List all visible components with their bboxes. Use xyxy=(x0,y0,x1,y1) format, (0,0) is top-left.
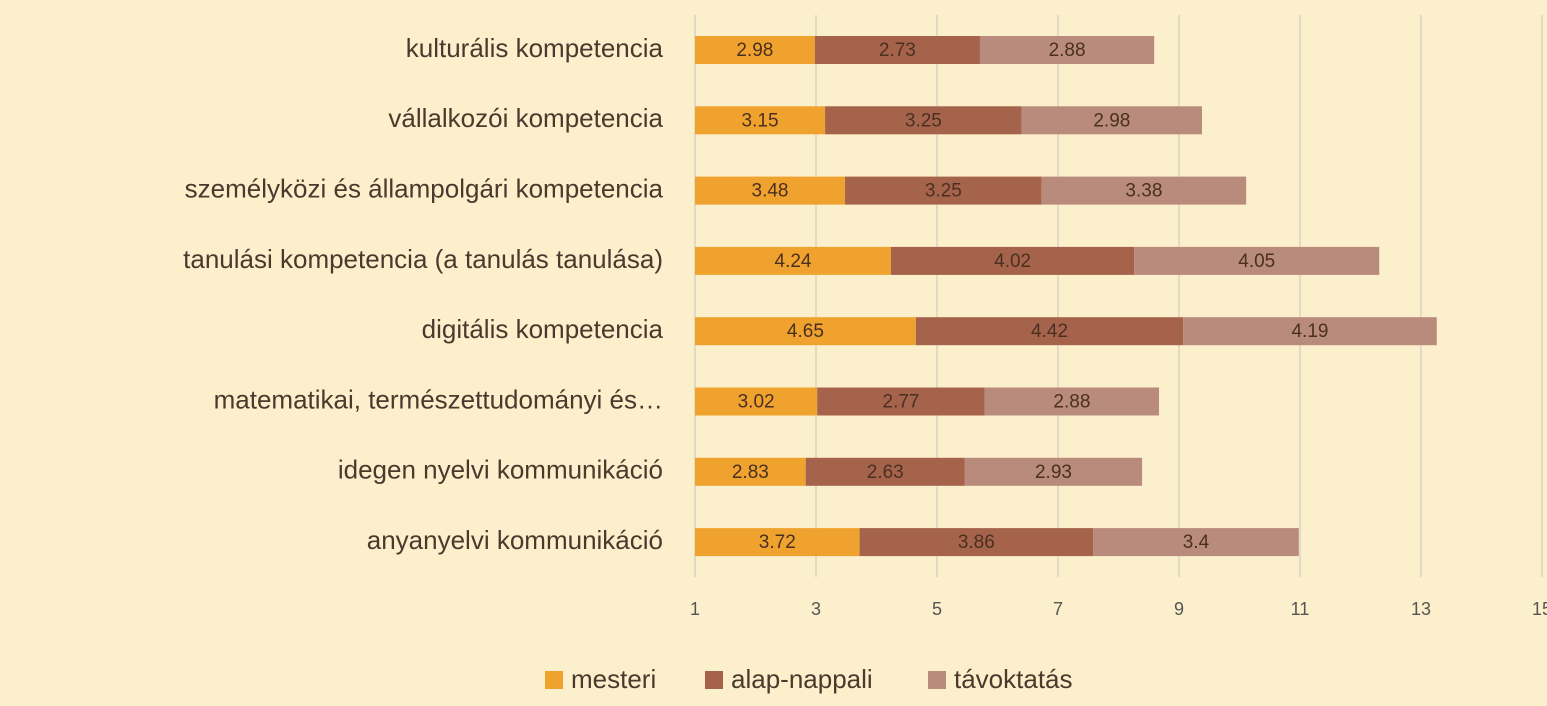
bar-segment xyxy=(814,36,980,64)
value-label: 2.93 xyxy=(1035,462,1072,483)
bar-segment xyxy=(695,387,818,416)
legend-label: távoktatás xyxy=(954,664,1073,694)
legend-swatch xyxy=(705,671,723,689)
category-label: kulturális kompetencia xyxy=(406,33,664,63)
bar-segment xyxy=(859,528,1094,557)
bar-segment xyxy=(964,457,1143,486)
x-tick-label: 5 xyxy=(932,599,942,619)
bar-segment xyxy=(845,176,1042,205)
category-label: személyközi és állampolgári kompetencia xyxy=(185,173,664,203)
x-tick-label: 15 xyxy=(1532,599,1547,619)
x-tick-label: 13 xyxy=(1411,599,1431,619)
category-label: vállalkozói kompetencia xyxy=(388,103,663,133)
bar-segment xyxy=(1021,106,1202,135)
bar-segment xyxy=(1093,528,1299,557)
value-label: 3.02 xyxy=(738,392,775,413)
category-label: matematikai, természettudományi és… xyxy=(214,384,663,414)
legend-label: alap-nappali xyxy=(731,664,873,694)
value-label: 3.15 xyxy=(742,110,779,131)
bar-segment xyxy=(915,317,1184,346)
bar-segment xyxy=(817,387,985,416)
bar-segment xyxy=(695,246,892,275)
category-label: anyanyelvi kommunikáció xyxy=(367,525,663,555)
bar-segment xyxy=(695,106,826,135)
bar-segment xyxy=(891,246,1135,275)
bar-segment xyxy=(1183,317,1437,346)
value-label: 2.98 xyxy=(736,40,773,61)
x-tick-label: 11 xyxy=(1291,599,1310,619)
category-label: tanulási kompetencia (a tanulás tanulása… xyxy=(183,244,663,274)
legend-swatch xyxy=(928,671,946,689)
x-tick-label: 9 xyxy=(1174,599,1184,619)
x-tick-label: 1 xyxy=(690,599,700,619)
value-label: 3.25 xyxy=(925,181,962,202)
value-label: 2.88 xyxy=(1049,40,1086,61)
value-label: 3.86 xyxy=(958,532,995,553)
bar-segment xyxy=(984,387,1160,416)
value-label: 3.72 xyxy=(759,532,796,553)
bar-segment xyxy=(1041,176,1247,205)
value-label: 2.63 xyxy=(867,462,904,483)
bar-segment xyxy=(979,36,1155,64)
x-tick-label: 7 xyxy=(1053,599,1063,619)
bar-segment xyxy=(695,457,806,486)
legend-swatch xyxy=(545,671,563,689)
bar-segment xyxy=(695,176,846,205)
x-tick-label: 3 xyxy=(811,599,821,619)
value-label: 3.4 xyxy=(1183,532,1210,553)
category-label: idegen nyelvi kommunikáció xyxy=(338,455,663,485)
value-label: 2.77 xyxy=(883,392,920,413)
bar-segment xyxy=(1134,246,1380,275)
value-label: 4.02 xyxy=(994,251,1031,272)
value-label: 4.05 xyxy=(1238,251,1275,272)
value-label: 2.88 xyxy=(1053,392,1090,413)
value-label: 4.65 xyxy=(787,321,824,342)
value-label: 3.38 xyxy=(1125,181,1162,202)
legend-label: mesteri xyxy=(571,664,656,694)
bar-segment xyxy=(695,317,916,346)
value-label: 4.19 xyxy=(1291,321,1328,342)
value-label: 2.98 xyxy=(1093,110,1130,131)
bar-segment xyxy=(825,106,1022,135)
bar-segment xyxy=(695,528,860,557)
value-label: 2.83 xyxy=(732,462,769,483)
bar-segment xyxy=(805,457,965,486)
bar-segment xyxy=(695,36,815,64)
value-label: 4.24 xyxy=(775,251,812,272)
value-label: 4.42 xyxy=(1031,321,1068,342)
category-label: digitális kompetencia xyxy=(422,314,664,344)
value-label: 3.25 xyxy=(905,110,942,131)
value-label: 3.48 xyxy=(752,181,789,202)
value-label: 2.73 xyxy=(879,40,916,61)
